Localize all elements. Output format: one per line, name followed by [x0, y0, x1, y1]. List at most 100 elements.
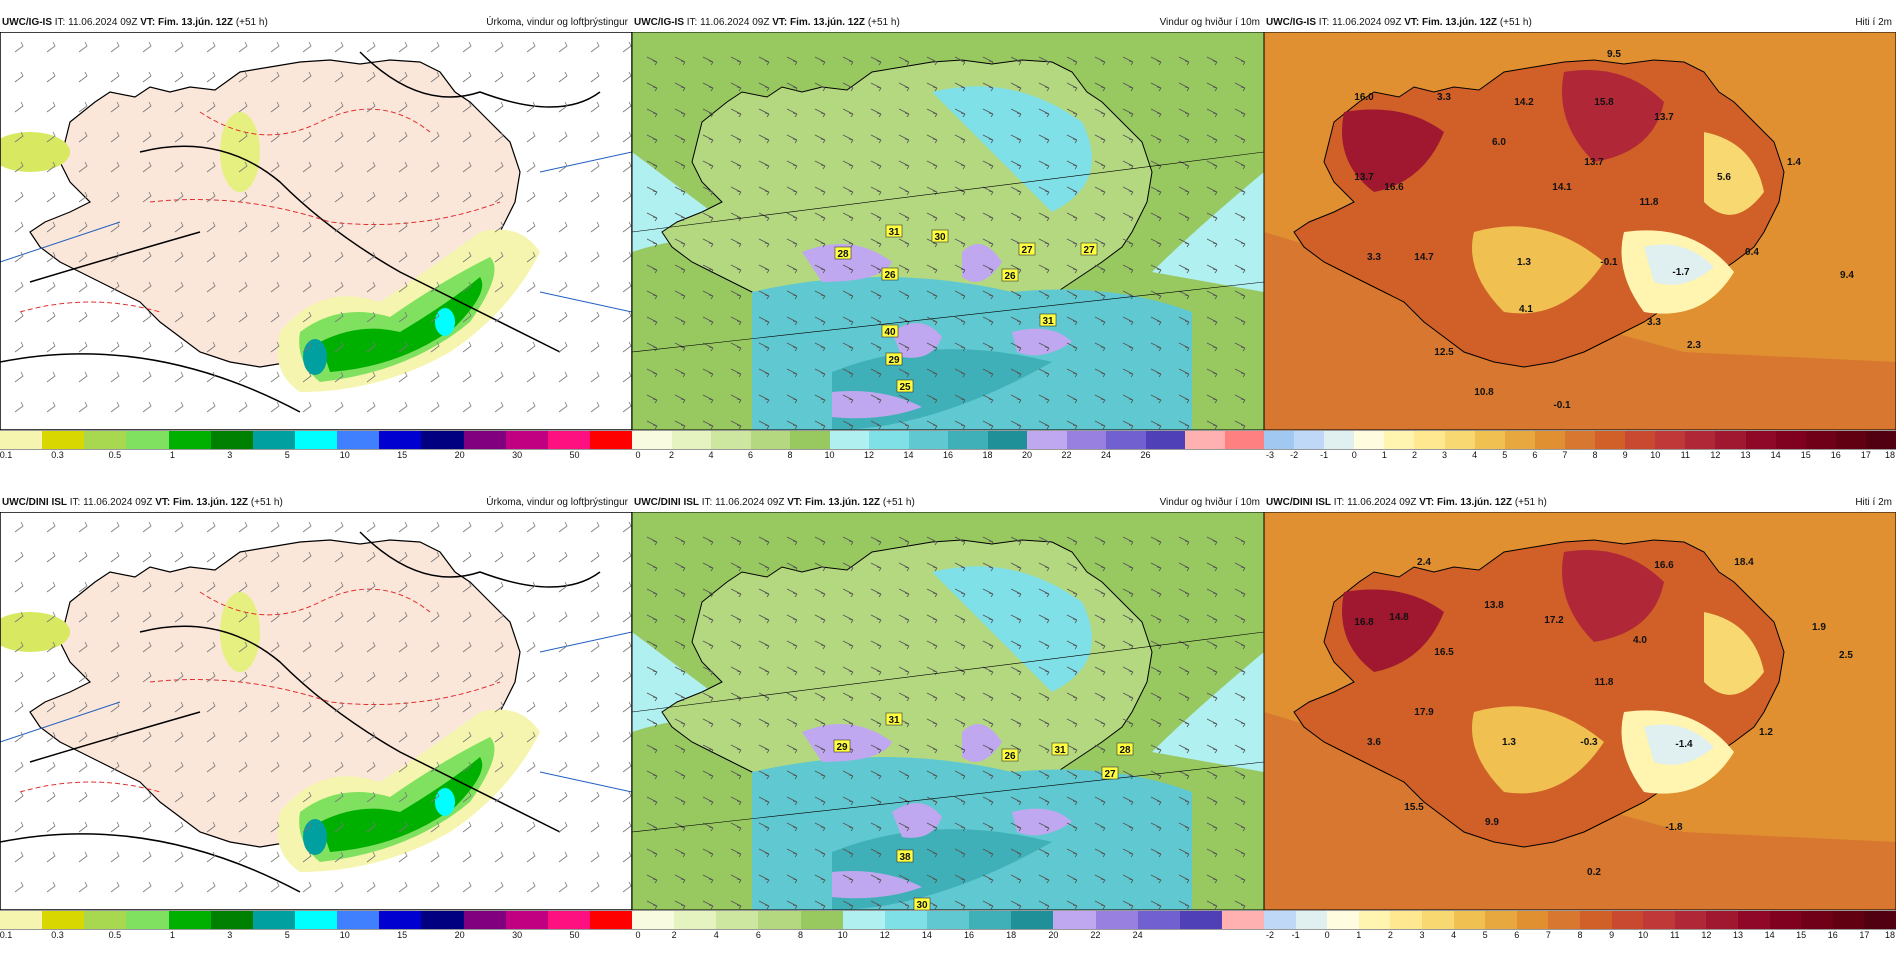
wind-arrow: [646, 108, 658, 118]
gust-area: [832, 871, 922, 899]
temperature-contour: [199, 108, 431, 136]
wind-barb: [526, 221, 536, 233]
wind-barb: [366, 641, 376, 653]
wind-arrow: [702, 290, 714, 300]
panel-header: UWC/DINI ISL IT: 11.06.2024 09Z VT: Fim.…: [0, 494, 632, 512]
wind-barb: [462, 611, 472, 623]
wind-arrow: [1066, 900, 1078, 910]
wind-arrow: [1010, 666, 1022, 676]
wind-arrow: [786, 692, 798, 702]
wind-arrow: [1178, 588, 1190, 598]
wind-barb: [590, 41, 600, 53]
wind-arrow: [1094, 640, 1106, 650]
scale-tick-label: 15: [1800, 450, 1811, 460]
color-swatch: [1295, 911, 1328, 929]
wind-barb: [238, 191, 248, 203]
wind-barb: [206, 341, 216, 353]
wind-barb: [270, 251, 280, 263]
wind-barb: [398, 791, 408, 803]
wind-arrow: [898, 588, 910, 598]
wind-arrow: [1038, 562, 1050, 572]
wind-barb: [334, 761, 344, 773]
color-swatch: [842, 911, 885, 929]
precip-core: [303, 819, 327, 855]
wind-arrow: [758, 744, 770, 754]
color-swatch: [337, 431, 380, 449]
color-swatch: [674, 911, 717, 929]
color-swatch: [126, 431, 169, 449]
init-prefix: IT:: [1331, 497, 1348, 508]
gust-label-box: [931, 229, 949, 243]
wind-arrow: [982, 796, 994, 806]
wind-barb: [590, 71, 600, 83]
map-svg: 9.516.0 3.3 14.2 15.813.713.716.66.014.113.…: [1264, 32, 1896, 430]
wind-barb: [46, 761, 56, 773]
wind-barb: [622, 821, 632, 833]
wind-arrow: [1010, 82, 1022, 92]
wind-barb: [174, 101, 184, 113]
wind-arrow: [898, 420, 910, 430]
wind-arrow: [646, 770, 658, 780]
wind-arrow: [898, 536, 910, 546]
wind-arrow: [1010, 420, 1022, 430]
wind-arrow: [646, 134, 658, 144]
wind-arrow: [926, 562, 938, 572]
gust-area: [1012, 328, 1072, 356]
wind-arrow: [1094, 562, 1106, 572]
wind-barb: [206, 371, 216, 383]
wind-barb: [78, 551, 88, 563]
wind-arrow: [646, 420, 658, 430]
wind-barb: [334, 401, 344, 413]
wind-arrow: [1178, 56, 1190, 66]
wind-arrow: [1150, 536, 1162, 546]
wind-barb: [334, 341, 344, 353]
color-swatch: [632, 911, 675, 929]
wind-barb: [46, 251, 56, 263]
wind-arrow: [1038, 56, 1050, 66]
wind-barb: [590, 281, 600, 293]
wind-arrow: [1206, 134, 1218, 144]
wind-barb: [270, 701, 280, 713]
wind-arrow: [1066, 290, 1078, 300]
wind-barb: [526, 71, 536, 83]
wind-barb: [494, 161, 504, 173]
wind-arrow: [786, 420, 798, 430]
wind-barb: [622, 311, 632, 323]
color-swatch: [1354, 431, 1385, 449]
wind-arrow: [926, 848, 938, 858]
wind-barb: [238, 851, 248, 863]
panel-title: Úrkoma, vindur og loftþrýstingur: [486, 17, 628, 28]
wind-arrow: [842, 134, 854, 144]
wind-barb: [494, 101, 504, 113]
color-swatch: [1264, 431, 1295, 449]
wind-arrow: [1038, 900, 1050, 910]
scale-tick-label: 6: [1532, 450, 1538, 460]
value-label: 10.8: [1474, 387, 1494, 398]
wind-barb: [558, 701, 568, 713]
wind-barb: [590, 341, 600, 353]
scale-tick-label: 12: [879, 930, 890, 940]
wind-barb: [110, 71, 120, 83]
wind-barb: [430, 551, 440, 563]
wind-barb: [398, 101, 408, 113]
wind-arrow: [1010, 394, 1022, 404]
wind-barb: [174, 821, 184, 833]
wind-barb: [174, 401, 184, 413]
wind-arrow: [926, 82, 938, 92]
wind-barb: [494, 191, 504, 203]
wind-arrow: [842, 874, 854, 884]
value-label: 16.6: [1654, 560, 1674, 571]
wind-barb: [78, 131, 88, 143]
wind-barb: [334, 671, 344, 683]
wind-arrow: [674, 212, 686, 222]
wind-arrow: [1094, 666, 1106, 676]
wind-arrow: [1206, 796, 1218, 806]
color-swatch: [252, 431, 295, 449]
wind-arrow: [982, 394, 994, 404]
wind-barb: [526, 41, 536, 53]
color-swatch: [421, 431, 464, 449]
wind-barb: [462, 101, 472, 113]
wind-barb: [590, 851, 600, 863]
wind-arrow: [1206, 368, 1218, 378]
scale-tick-label: 24: [1132, 930, 1143, 940]
